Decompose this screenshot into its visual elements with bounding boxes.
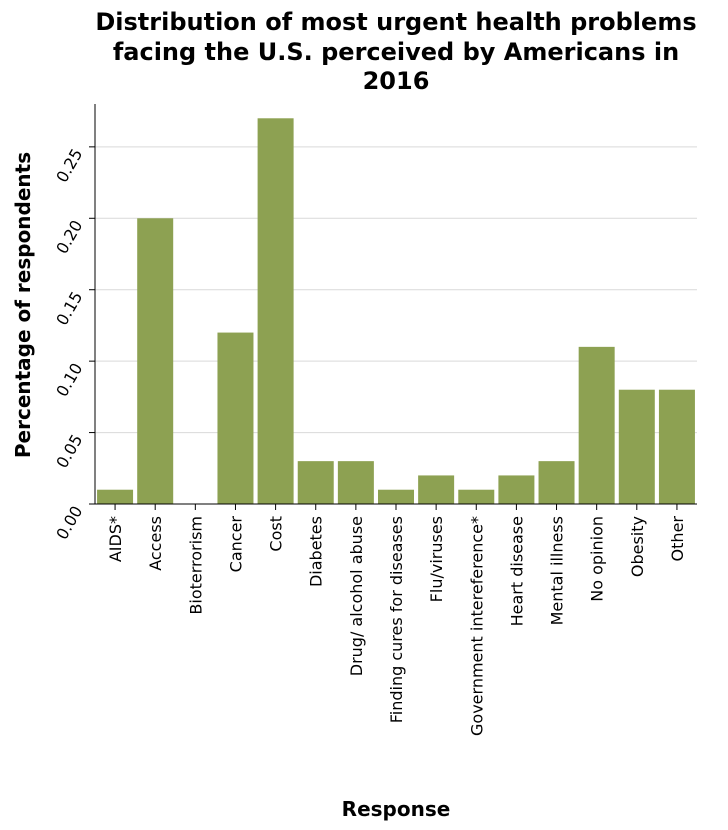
chart-title-line-2: facing the U.S. perceived by Americans i…	[113, 38, 679, 66]
x-tick-label: Finding cures for diseases	[387, 516, 406, 723]
chart-title-line-3: 2016	[363, 67, 430, 95]
bar	[217, 332, 254, 504]
x-tick-label: AIDS*	[106, 516, 125, 562]
x-tick-label: Heart disease	[507, 516, 526, 626]
chart-title-line-1: Distribution of most urgent health probl…	[95, 8, 696, 36]
bar	[458, 489, 495, 504]
axes	[89, 104, 697, 510]
bar	[418, 475, 455, 504]
bar	[658, 389, 695, 504]
y-tick-label: 0.05	[52, 431, 86, 471]
x-tick-label: Obesity	[628, 516, 647, 577]
x-tick-label: Drug/ alcohol abuse	[347, 516, 366, 676]
x-tick-label: Other	[668, 516, 687, 562]
y-tick-labels: 0.00 0.05 0.10 0.15 0.20 0.25	[52, 145, 86, 542]
x-axis-title: Response	[342, 797, 451, 821]
bar	[378, 489, 414, 504]
x-tick-labels: AIDS* Access Bioterrorism Cancer Cost Diabete…	[106, 516, 687, 736]
bar	[337, 461, 374, 504]
bar	[97, 489, 134, 504]
y-tick-label: 0.00	[52, 503, 86, 543]
x-tick-label: Diabetes	[307, 516, 326, 587]
y-tick-label: 0.15	[52, 288, 86, 328]
x-tick-label: No opinion	[588, 516, 607, 602]
y-tick-label: 0.25	[52, 145, 86, 185]
bar	[538, 461, 575, 504]
bar	[297, 461, 334, 504]
x-tick-label: Access	[146, 516, 165, 571]
y-tick-label: 0.10	[52, 360, 86, 400]
x-tick-label: Mental illness	[548, 516, 567, 625]
y-axis-title: Percentage of respondents	[11, 152, 35, 458]
x-tick-label: Bioterrorism	[186, 516, 205, 615]
bar	[578, 346, 615, 504]
x-tick-label: Government intereference*	[467, 516, 486, 736]
bar	[498, 475, 535, 504]
x-tick-label: Cost	[267, 516, 286, 552]
y-tick-label: 0.20	[52, 217, 86, 257]
x-tick-label: Cancer	[226, 516, 245, 573]
bar	[618, 389, 655, 504]
bar	[137, 218, 174, 505]
bar	[257, 118, 294, 505]
x-tick-label: Flu/viruses	[427, 516, 446, 602]
bars	[97, 118, 695, 505]
